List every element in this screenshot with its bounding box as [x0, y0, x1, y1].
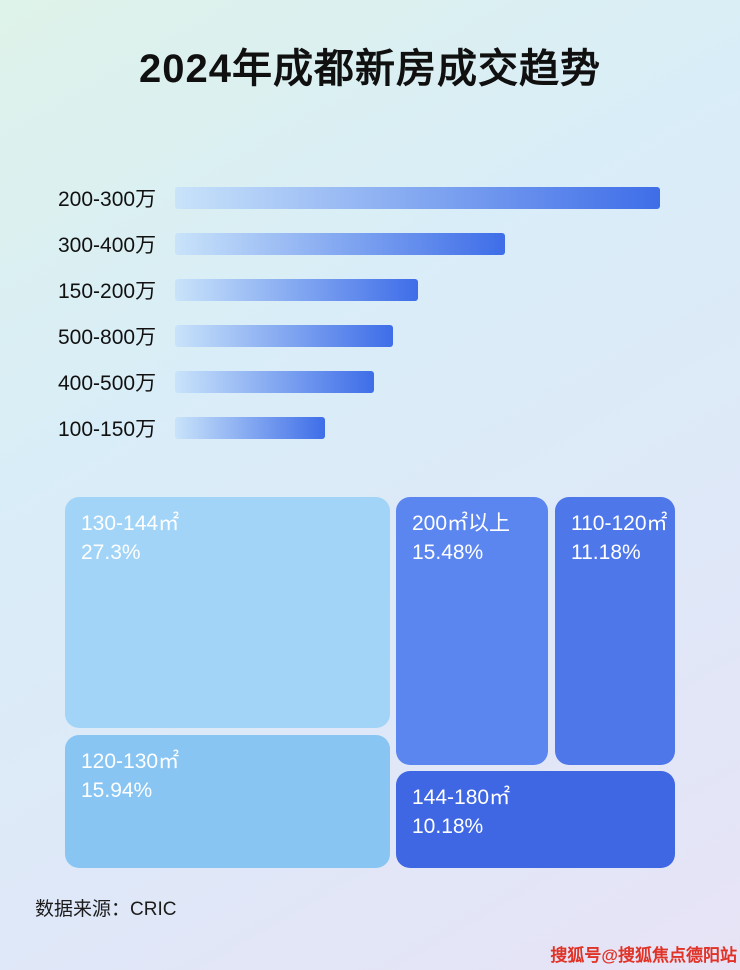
treemap-label: 130-144㎡: [81, 512, 180, 535]
bar-track: [175, 417, 660, 439]
bar-track: [175, 371, 660, 393]
treemap-block-130-144: 130-144㎡ 27.3%: [65, 497, 390, 728]
bar: [175, 279, 418, 301]
treemap: 130-144㎡ 27.3% 120-130㎡ 15.94% 200㎡以上 15…: [65, 497, 675, 868]
bar-chart: 200-300万 300-400万 150-200万 500-800万 400-500万…: [58, 175, 688, 451]
bar-row: 400-500万: [58, 359, 688, 405]
bar-row: 300-400万: [58, 221, 688, 267]
treemap-block-144-180: 144-180㎡ 10.18%: [396, 771, 675, 868]
treemap-value: 15.94%: [81, 779, 153, 802]
bar-category-label: 100-150万: [58, 418, 157, 441]
bar: [175, 187, 660, 209]
treemap-value: 11.18%: [571, 541, 641, 564]
bar-category-label: 400-500万: [58, 372, 157, 395]
bar: [175, 371, 374, 393]
bar-row: 200-300万: [58, 175, 688, 221]
bar-category-label: 200-300万: [58, 188, 157, 211]
bar-track: [175, 325, 660, 347]
bar-track: [175, 233, 660, 255]
bar-category-label: 500-800万: [58, 326, 157, 349]
bar-track: [175, 187, 660, 209]
page-title: 2024年成都新房成交趋势: [139, 47, 601, 91]
bar: [175, 325, 394, 347]
bar: [175, 417, 326, 439]
bar-category-label: 300-400万: [58, 234, 157, 257]
treemap-label: 120-130㎡: [81, 750, 180, 773]
watermark-text: 搜狐号@搜狐焦点德阳站: [550, 946, 737, 965]
bar-track: [175, 279, 660, 301]
treemap-label: 144-180㎡: [412, 786, 511, 809]
data-source-label: 数据来源：CRIC: [35, 899, 177, 920]
treemap-value: 27.3%: [81, 541, 141, 564]
treemap-label: 110-120㎡: [571, 512, 668, 535]
treemap-value: 15.48%: [412, 541, 484, 564]
bar-row: 500-800万: [58, 313, 688, 359]
bar: [175, 233, 505, 255]
treemap-value: 10.18%: [412, 815, 484, 838]
treemap-block-200-plus: 200㎡以上 15.48%: [396, 497, 548, 765]
bar-row: 100-150万: [58, 405, 688, 451]
bar-row: 150-200万: [58, 267, 688, 313]
bar-category-label: 150-200万: [58, 280, 157, 303]
treemap-label: 200㎡以上: [412, 512, 511, 535]
treemap-block-110-120: 110-120㎡ 11.18%: [555, 497, 675, 765]
treemap-block-120-130: 120-130㎡ 15.94%: [65, 735, 390, 868]
